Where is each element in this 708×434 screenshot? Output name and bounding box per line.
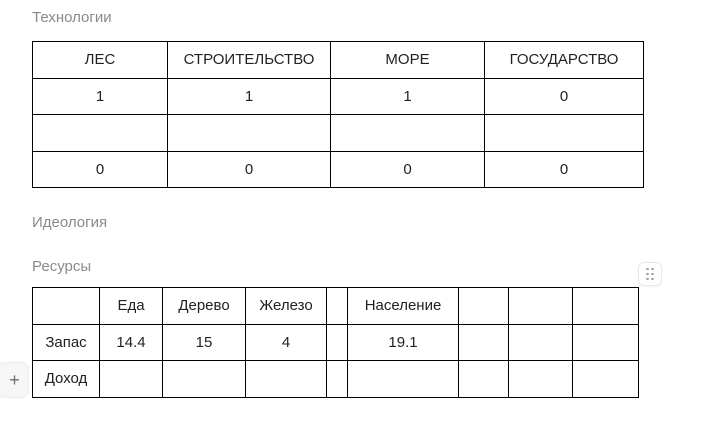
table-cell[interactable] (458, 287, 509, 325)
resources-table[interactable]: Еда Дерево Железо Население Запас 14.4 15 4 19.1… (32, 287, 639, 398)
table-cell[interactable] (508, 360, 573, 398)
table-cell[interactable] (330, 114, 485, 152)
table-row (32, 114, 644, 152)
table-cell[interactable]: ЛЕС (32, 41, 168, 79)
table-cell[interactable] (326, 287, 348, 325)
table-cell[interactable]: 0 (484, 77, 644, 115)
table-cell[interactable]: 4 (245, 323, 327, 361)
table-cell[interactable]: ГОСУДАРСТВО (484, 41, 644, 79)
table-cell[interactable] (508, 323, 573, 361)
table-cell[interactable] (167, 114, 331, 152)
resources-heading[interactable]: Ресурсы (32, 258, 92, 275)
table-cell[interactable]: 1 (32, 77, 168, 115)
table-cell[interactable] (162, 360, 246, 398)
six-dots-icon (646, 267, 654, 281)
technologies-table[interactable]: ЛЕС СТРОИТЕЛЬСТВО МОРЕ ГОСУДАРСТВО 1 1 1 0 0 0 0 0 (32, 41, 644, 188)
add-row-button[interactable]: + (0, 362, 29, 398)
table-cell[interactable] (326, 360, 348, 398)
table-cell[interactable]: Население (347, 287, 459, 325)
table-cell[interactable]: Запас (32, 323, 100, 361)
table-cell[interactable]: 1 (330, 77, 485, 115)
table-cell[interactable] (326, 323, 348, 361)
table-cell[interactable]: 19.1 (347, 323, 459, 361)
table-cell[interactable]: Железо (245, 287, 327, 325)
table-row: Запас 14.4 15 4 19.1 (32, 323, 639, 361)
plus-icon: + (9, 370, 20, 390)
table-drag-handle[interactable] (638, 262, 662, 286)
table-cell[interactable] (458, 360, 509, 398)
table-cell[interactable]: Еда (99, 287, 163, 325)
table-row: Доход (32, 360, 639, 398)
table-cell[interactable]: 15 (162, 323, 246, 361)
table-cell[interactable] (508, 287, 573, 325)
table-cell[interactable] (572, 287, 639, 325)
table-header-row: ЛЕС СТРОИТЕЛЬСТВО МОРЕ ГОСУДАРСТВО (32, 41, 644, 79)
table-cell[interactable] (32, 287, 100, 325)
table-cell[interactable] (347, 360, 459, 398)
table-cell[interactable]: СТРОИТЕЛЬСТВО (167, 41, 331, 79)
table-cell[interactable] (32, 114, 168, 152)
table-cell[interactable]: 14.4 (99, 323, 163, 361)
table-cell[interactable]: МОРЕ (330, 41, 485, 79)
table-cell[interactable]: 1 (167, 77, 331, 115)
table-cell[interactable] (99, 360, 163, 398)
table-cell[interactable]: Доход (32, 360, 100, 398)
table-cell[interactable]: 0 (330, 150, 485, 188)
table-cell[interactable] (484, 114, 644, 152)
table-cell[interactable] (458, 323, 509, 361)
table-cell[interactable]: 0 (167, 150, 331, 188)
table-cell[interactable]: 0 (484, 150, 644, 188)
table-cell[interactable]: Дерево (162, 287, 246, 325)
table-header-row: Еда Дерево Железо Население (32, 287, 639, 325)
table-cell[interactable] (572, 323, 639, 361)
table-cell[interactable]: 0 (32, 150, 168, 188)
technologies-heading[interactable]: Технологии (32, 9, 112, 26)
ideology-heading[interactable]: Идеология (32, 214, 108, 231)
table-cell[interactable] (572, 360, 639, 398)
table-cell[interactable] (245, 360, 327, 398)
